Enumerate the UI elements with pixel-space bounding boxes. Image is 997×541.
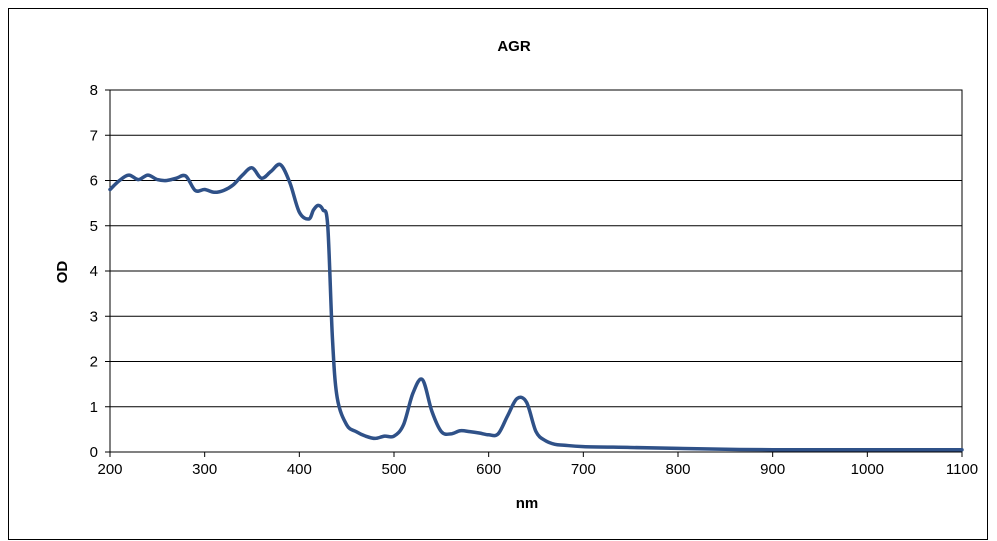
x-axis-title: nm <box>516 495 539 512</box>
x-tick-label-1000: 1000 <box>851 461 884 478</box>
y-tick-label-2: 2 <box>90 354 98 371</box>
x-tick-label-200: 200 <box>97 461 122 478</box>
x-tick-label-700: 700 <box>571 461 596 478</box>
series-layer <box>108 162 964 452</box>
series-line-0 <box>108 162 964 452</box>
y-tick-label-6: 6 <box>90 173 98 190</box>
plot-area <box>105 89 963 457</box>
y-tick-label-8: 8 <box>90 82 98 99</box>
y-tick-label-1: 1 <box>90 399 98 416</box>
line-chart: 200 300 400 500 600 700 800 900 1000 1100 0 1 2 3 4 5 6 7… <box>54 38 978 512</box>
x-tick-label-500: 500 <box>381 461 406 478</box>
x-tick-label-300: 300 <box>192 461 217 478</box>
y-tick-label-4: 4 <box>90 263 98 280</box>
x-tick-label-400: 400 <box>287 461 312 478</box>
x-tick-label-600: 600 <box>476 461 501 478</box>
y-axis-title: OD <box>54 261 71 284</box>
x-tick-label-800: 800 <box>665 461 690 478</box>
gridlines <box>110 89 962 453</box>
x-tick-label-1100: 1100 <box>946 461 978 478</box>
y-tick-label-7: 7 <box>90 127 98 144</box>
tick-labels: 200 300 400 500 600 700 800 900 1000 1100 0 1 2 3 4 5 6 7… <box>90 82 978 478</box>
y-tick-label-5: 5 <box>90 218 98 235</box>
y-tick-label-3: 3 <box>90 308 98 325</box>
chart-frame: 200 300 400 500 600 700 800 900 1000 1100 0 1 2 3 4 5 6 7… <box>8 8 988 540</box>
chart-title: AGR <box>497 38 531 55</box>
y-tick-label-0: 0 <box>90 444 98 461</box>
x-tick-label-900: 900 <box>760 461 785 478</box>
